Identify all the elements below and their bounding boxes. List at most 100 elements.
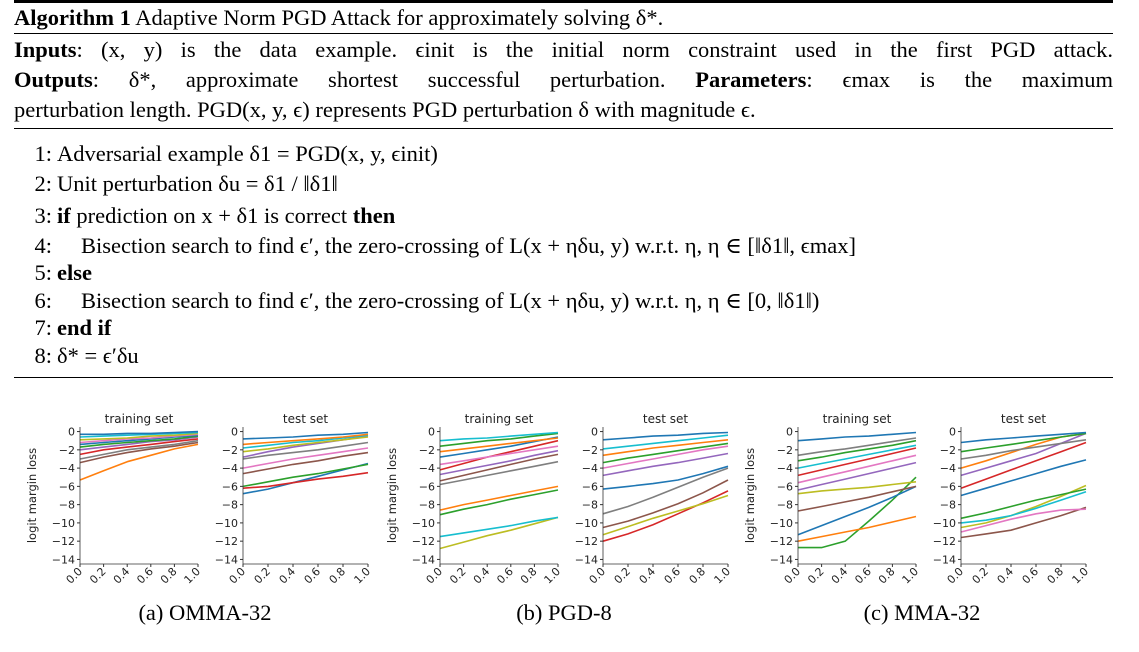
step-number: 1: bbox=[34, 141, 52, 166]
x-tick-label: 0.8 bbox=[327, 565, 349, 587]
series-line bbox=[79, 439, 199, 460]
series-line bbox=[242, 451, 369, 475]
panel-title: training set bbox=[105, 412, 174, 426]
y-tick-label: −2 bbox=[59, 444, 75, 457]
series-line bbox=[242, 447, 369, 469]
caption-c: (c) MMA-32 bbox=[863, 600, 981, 625]
series-line bbox=[602, 494, 729, 536]
step-3: 3: if prediction on x + δ1 is correct the… bbox=[22, 202, 395, 229]
x-tick-label: 0.2 bbox=[87, 565, 109, 587]
series-line bbox=[797, 431, 917, 442]
step-number: 8: bbox=[34, 343, 52, 368]
caption-b: (b) PGD-8 bbox=[516, 600, 612, 625]
step-number: 4: bbox=[34, 233, 52, 258]
series-line bbox=[797, 461, 917, 491]
y-tick-label: −12 bbox=[412, 535, 435, 548]
series-line bbox=[242, 463, 369, 488]
x-tick-label: 0.8 bbox=[876, 565, 898, 587]
caption-a: (a) OMMA-32 bbox=[138, 600, 272, 625]
series-line bbox=[960, 441, 1087, 489]
y-tick-label: −2 bbox=[940, 444, 956, 457]
inputs-label: Inputs bbox=[14, 37, 77, 62]
y-tick-label: 0 bbox=[68, 426, 75, 439]
y-tick-label: −10 bbox=[933, 517, 956, 530]
y-tick-label: −8 bbox=[419, 499, 435, 512]
series-line bbox=[960, 432, 1087, 469]
x-tick-label: 1.0 bbox=[182, 565, 204, 587]
y-tick-label: −14 bbox=[770, 553, 793, 566]
series-line bbox=[602, 452, 729, 477]
title-rule bbox=[14, 33, 1113, 34]
x-tick-label: 1.0 bbox=[712, 565, 734, 587]
header-rule bbox=[14, 128, 1113, 129]
series-line bbox=[79, 441, 199, 464]
x-tick-label: 0.4 bbox=[995, 565, 1017, 587]
x-tick-label: 0.2 bbox=[805, 565, 827, 587]
inputs-text: : (x, y) is the data example. ϵinit is t… bbox=[76, 37, 1113, 62]
series-line bbox=[797, 447, 917, 477]
y-tick-label: −10 bbox=[412, 517, 435, 530]
step-number: 3: bbox=[34, 203, 52, 228]
bottom-rule bbox=[14, 377, 1113, 378]
step-4: 4: Bisection search to find ϵ′, the zero-… bbox=[22, 232, 856, 259]
series-line bbox=[602, 467, 729, 515]
series-line bbox=[960, 491, 1087, 524]
series-line bbox=[242, 434, 369, 449]
x-tick-label: 0.4 bbox=[829, 565, 851, 587]
step-1: 1: Adversarial example δ1 = PGD(x, y, ϵin… bbox=[22, 140, 437, 167]
step-8: 8: δ* = ϵ′δu bbox=[22, 342, 138, 369]
x-tick-label: 0.4 bbox=[637, 565, 659, 587]
x-tick-label: 0.8 bbox=[158, 565, 180, 587]
series-line bbox=[960, 439, 1087, 460]
series-line bbox=[242, 433, 369, 446]
algorithm-label: Algorithm 1 bbox=[14, 5, 131, 30]
series-line bbox=[79, 432, 199, 441]
keyword-if: if bbox=[57, 203, 71, 228]
y-tick-label: −4 bbox=[419, 462, 435, 475]
series-line bbox=[602, 434, 729, 450]
y-tick-label: −6 bbox=[777, 480, 793, 493]
series-line bbox=[960, 506, 1087, 539]
x-tick-label: 0.6 bbox=[1020, 565, 1042, 587]
y-tick-label: −12 bbox=[933, 535, 956, 548]
panel-title: test set bbox=[283, 412, 328, 426]
y-tick-label: −8 bbox=[59, 499, 75, 512]
keyword-else: else bbox=[57, 260, 92, 285]
y-tick-label: −10 bbox=[770, 517, 793, 530]
y-tick-label: −2 bbox=[222, 444, 238, 457]
series-line bbox=[242, 471, 369, 489]
series-line bbox=[439, 489, 559, 516]
parameters-label: Parameters bbox=[695, 67, 807, 92]
y-tick-label: −10 bbox=[575, 517, 598, 530]
panel-title: training set bbox=[823, 412, 892, 426]
y-tick-label: −8 bbox=[940, 499, 956, 512]
series-line bbox=[602, 442, 729, 464]
series-line bbox=[439, 453, 559, 482]
algorithm-title: Algorithm 1 Adaptive Norm PGD Attack for… bbox=[14, 4, 1113, 32]
x-tick-label: 0.8 bbox=[1045, 565, 1067, 587]
series-line bbox=[439, 431, 559, 442]
y-tick-label: −8 bbox=[222, 499, 238, 512]
y-tick-label: −14 bbox=[412, 553, 435, 566]
step-number: 7: bbox=[34, 315, 52, 340]
series-line bbox=[797, 454, 917, 484]
y-tick-label: −8 bbox=[582, 499, 598, 512]
series-line bbox=[80, 430, 199, 436]
x-tick-label: 1.0 bbox=[1070, 565, 1092, 587]
x-tick-label: 0.4 bbox=[471, 565, 493, 587]
x-tick-label: 0.8 bbox=[687, 565, 709, 587]
x-tick-label: 0.6 bbox=[662, 565, 684, 587]
top-rule bbox=[14, 0, 1113, 3]
y-tick-label: −6 bbox=[59, 480, 75, 493]
x-tick-label: 0.0 bbox=[64, 565, 86, 587]
keyword-end-if: end if bbox=[57, 315, 112, 340]
x-tick-label: 0.2 bbox=[612, 565, 634, 587]
series-line bbox=[797, 444, 917, 469]
y-tick-label: −4 bbox=[59, 462, 75, 475]
series-line bbox=[242, 436, 369, 453]
series-line bbox=[439, 449, 559, 476]
x-tick-label: 1.0 bbox=[900, 565, 922, 587]
y-axis-label: logit margin loss bbox=[25, 448, 39, 543]
step-6: 6: Bisection search to find ϵ′, the zero-… bbox=[22, 287, 819, 314]
series-line bbox=[439, 437, 559, 453]
